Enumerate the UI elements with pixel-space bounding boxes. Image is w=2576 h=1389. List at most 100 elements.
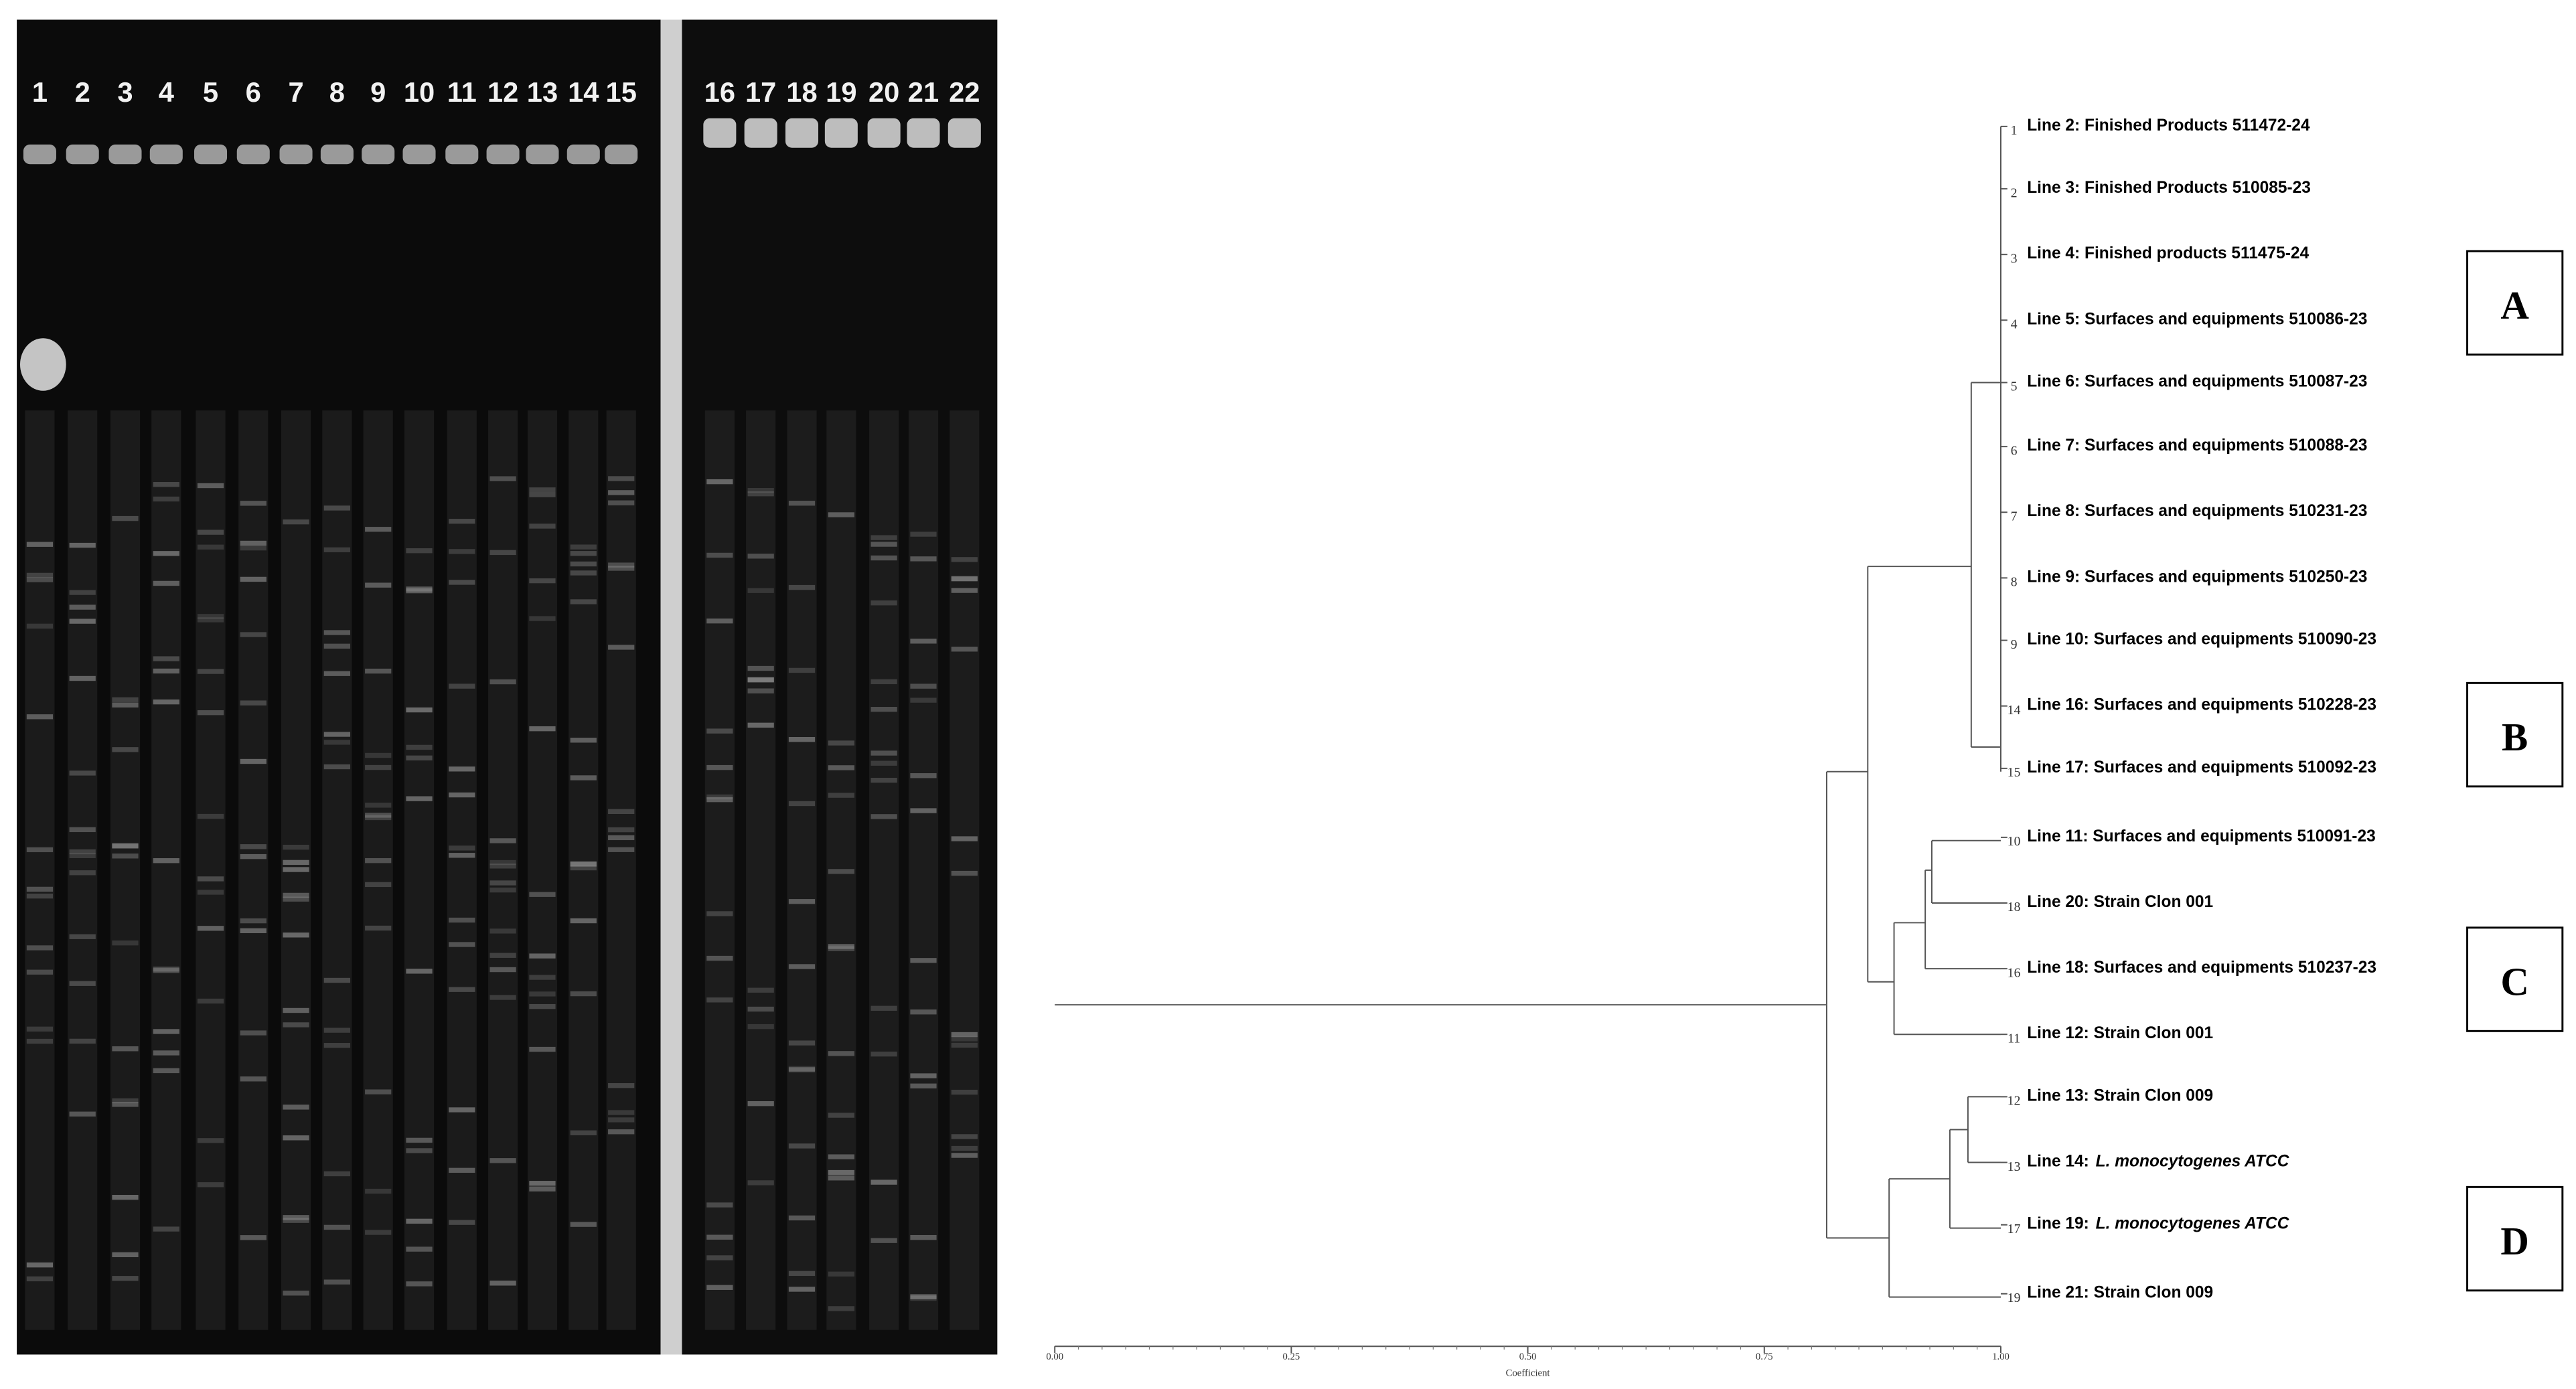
gel-band	[112, 1102, 139, 1107]
gel-band	[449, 519, 475, 524]
gel-band	[910, 808, 937, 813]
gel-well	[867, 118, 901, 148]
gel-band	[153, 656, 179, 661]
gel-band	[489, 887, 516, 893]
lane-label: 14	[568, 76, 599, 108]
gel-band	[323, 630, 350, 635]
gel-band	[489, 838, 516, 843]
lane-label: 11	[447, 76, 477, 108]
leaf-number: 6	[2011, 444, 2018, 458]
leaf-text: Line 13: Strain Clon 009	[2027, 1087, 2213, 1105]
gel-band	[240, 853, 267, 860]
gel-band	[747, 588, 774, 593]
gel-well	[785, 118, 819, 148]
gel-band	[365, 925, 392, 931]
gel-band	[529, 1003, 556, 1009]
gel-band	[449, 549, 475, 554]
gel-band	[69, 675, 96, 681]
gel-band	[951, 836, 978, 841]
gel-band	[26, 577, 54, 582]
gel-band	[283, 892, 309, 898]
gel-band	[406, 755, 433, 760]
gel-band	[197, 1138, 224, 1143]
gel-band	[951, 1134, 978, 1139]
gel-band	[747, 688, 774, 693]
gel-band	[870, 707, 897, 712]
lane-label: 18	[786, 76, 817, 108]
gel-smear	[606, 410, 636, 1330]
gel-band	[870, 814, 897, 819]
gel-well	[236, 144, 270, 165]
gel-band	[197, 669, 224, 674]
gel-band	[406, 1246, 433, 1252]
gel-band	[26, 1262, 54, 1268]
gel-band	[323, 643, 350, 649]
leaf-text: Line 11: Surfaces and equipments 510091-…	[2027, 827, 2376, 845]
gel-band	[283, 1135, 309, 1141]
gel-well	[703, 118, 737, 148]
gel-band	[706, 618, 733, 624]
lane-label: 15	[606, 76, 637, 108]
gel-band	[529, 578, 556, 584]
gel-band	[365, 803, 392, 808]
lane-label: 3	[117, 76, 133, 108]
lane-label: 16	[704, 76, 735, 108]
gel-band	[788, 667, 816, 673]
gel-band	[449, 1107, 475, 1113]
leaf-text: Line 17: Surfaces and equipments 510092-…	[2027, 758, 2376, 777]
gel-band	[788, 1067, 816, 1072]
gel-band	[69, 934, 96, 939]
lane-label: 6	[246, 76, 261, 108]
gel-band	[197, 998, 224, 1004]
gel-band	[283, 1218, 309, 1223]
leaf-text: Line 3: Finished Products 510085-23	[2027, 179, 2311, 197]
leaf-text: Line 14:	[2027, 1153, 2089, 1171]
gel-well	[605, 144, 638, 165]
gel-band	[197, 617, 224, 623]
gel-band	[449, 1220, 475, 1225]
gel-band	[240, 1076, 267, 1082]
gel-band	[951, 1036, 978, 1042]
gel-band	[870, 1179, 897, 1185]
gel-band	[240, 576, 267, 582]
gel-band	[529, 975, 556, 980]
gel-band	[489, 1158, 516, 1163]
leaf-label: Line 13: Strain Clon 009	[2027, 1087, 2213, 1105]
gel-band	[365, 857, 392, 864]
gel-well	[526, 144, 559, 165]
gel-band	[828, 793, 854, 798]
gel-band	[788, 1215, 816, 1221]
gel-band	[910, 639, 937, 644]
leaf-text: Line 5: Surfaces and equipments 510086-2…	[2027, 311, 2367, 329]
gel-band	[608, 1129, 635, 1135]
gel-band	[323, 547, 350, 553]
leaf-number: 19	[2007, 1291, 2021, 1305]
gel-band	[283, 1105, 309, 1110]
gel-band	[951, 1145, 978, 1151]
gel-band	[747, 987, 774, 993]
gel-band	[153, 580, 179, 586]
gel-band	[197, 890, 224, 895]
gel-well	[907, 118, 940, 148]
gel-band	[608, 566, 635, 571]
leaf-number: 9	[2011, 638, 2018, 652]
gel-band	[323, 732, 350, 737]
gel-band	[153, 699, 179, 705]
gel-band	[951, 576, 978, 582]
gel-band	[283, 867, 309, 872]
gel-bands	[23, 118, 981, 1330]
gel-band	[240, 632, 267, 637]
cluster-box	[2466, 926, 2564, 1032]
gel-band	[365, 1089, 392, 1094]
leaf-number: 4	[2011, 318, 2018, 332]
leaf-text: Line 19:	[2027, 1215, 2089, 1233]
gel-band	[828, 869, 854, 874]
leaf-text: Line 16: Surfaces and equipments 510228-…	[2027, 696, 2376, 714]
gel-band	[788, 1271, 816, 1277]
gel-band	[706, 552, 733, 558]
gel-band	[153, 1226, 179, 1232]
gel-band	[608, 476, 635, 481]
gel-band	[406, 707, 433, 713]
gel-band	[570, 599, 597, 604]
